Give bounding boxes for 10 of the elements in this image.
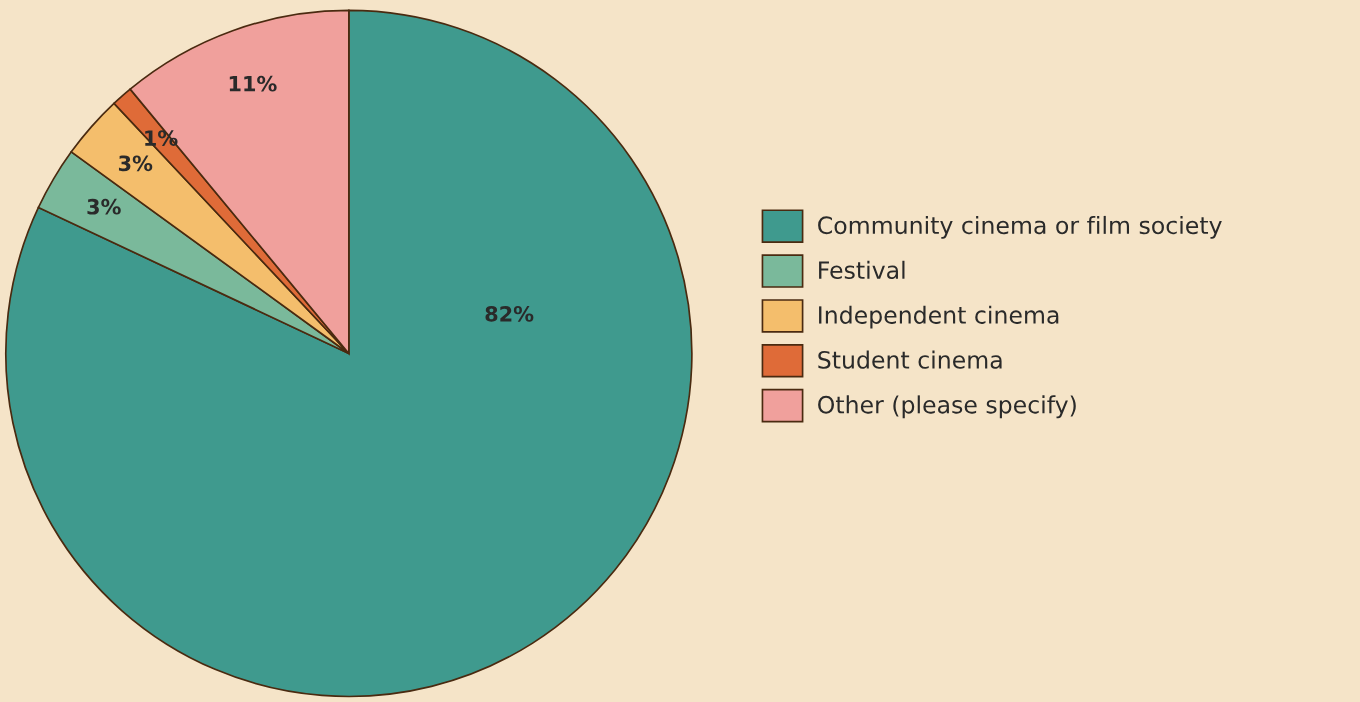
pie-slice [4,9,693,698]
data-label: 3% [87,198,121,215]
data-label: 11% [229,75,277,92]
legend-label: Festival [819,260,905,280]
legend-label: Other (please specify) [818,395,1076,419]
data-label: 3% [118,155,153,172]
data-label: 82% [485,306,534,322]
legend-label: Student cinema [818,350,1002,369]
legend-label: Community cinema or film society [818,215,1222,239]
legend-label: Independent cinema [819,305,1059,329]
